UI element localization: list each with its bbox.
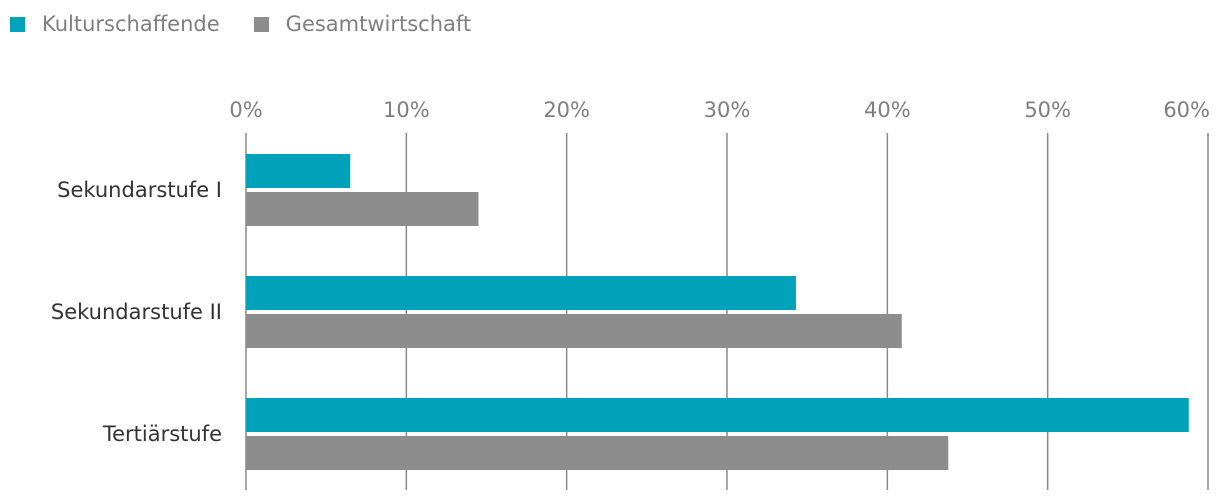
bar-kulturschaffende-1	[246, 276, 796, 310]
legend-swatch-gesamtwirtschaft	[253, 16, 269, 32]
bar-kulturschaffende-2	[246, 398, 1189, 432]
bar-gesamtwirtschaft-0	[246, 192, 479, 226]
x-tick-label: 0%	[229, 98, 262, 122]
legend-item-gesamtwirtschaft: Gesamtwirtschaft	[253, 12, 472, 36]
bar-gesamtwirtschaft-1	[246, 314, 902, 348]
category-label: Tertiärstufe	[102, 422, 222, 446]
x-tick-label: 50%	[1024, 98, 1071, 122]
x-tick-label: 30%	[704, 98, 751, 122]
legend-item-kulturschaffende: Kulturschaffende	[10, 12, 220, 36]
bar-kulturschaffende-0	[246, 154, 351, 188]
legend: Kulturschaffende Gesamtwirtschaft	[10, 12, 505, 36]
legend-label-kulturschaffende: Kulturschaffende	[42, 12, 220, 36]
x-tick-label: 20%	[543, 98, 590, 122]
legend-label-gesamtwirtschaft: Gesamtwirtschaft	[285, 12, 472, 36]
x-tick-label: 10%	[383, 98, 430, 122]
bar-gesamtwirtschaft-2	[246, 436, 949, 470]
legend-swatch-kulturschaffende	[10, 16, 25, 32]
x-tick-label: 60%	[1163, 98, 1210, 122]
category-label: Sekundarstufe I	[57, 178, 222, 202]
x-tick-label: 40%	[864, 98, 911, 122]
category-label: Sekundarstufe II	[51, 300, 222, 324]
